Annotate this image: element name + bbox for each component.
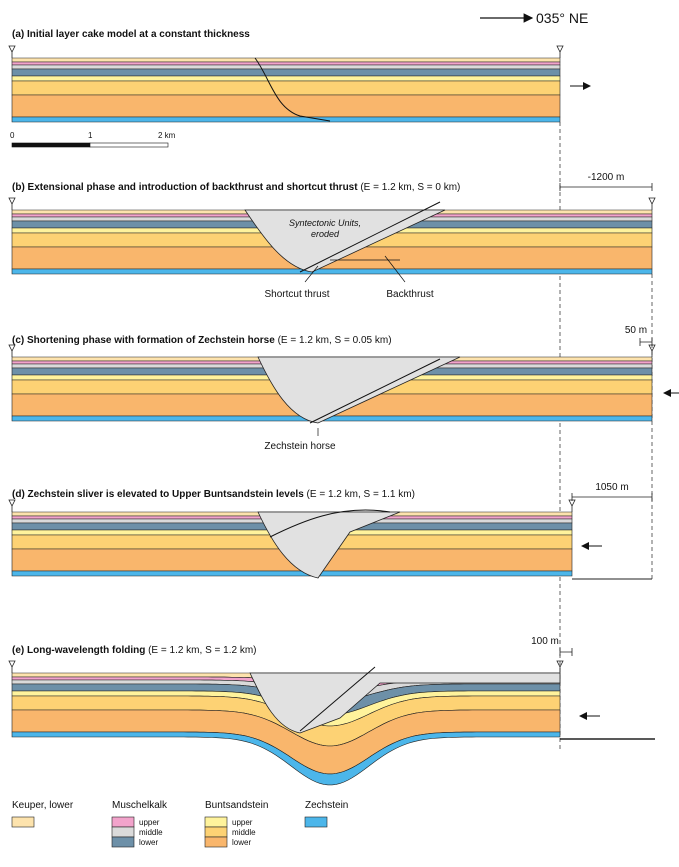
offset-bracket [572, 493, 652, 501]
legend-item: lower [139, 838, 158, 847]
legend-item: upper [139, 818, 160, 827]
legend-swatch [112, 817, 134, 827]
layer [12, 69, 560, 76]
legend-title: Muschelkalk [112, 800, 168, 811]
legend-title: Buntsandstein [205, 800, 268, 811]
annotation: Syntectonic Units, [289, 218, 361, 228]
well-marker [569, 500, 575, 512]
layer [12, 65, 560, 69]
legend-swatch [205, 837, 227, 847]
offset-bracket [560, 183, 652, 191]
legend-item: lower [232, 838, 251, 847]
well-marker [9, 345, 15, 357]
well-marker [557, 46, 563, 58]
panel-title-text: (e) Long-wavelength folding [12, 645, 145, 656]
scale-label: 0 [10, 131, 15, 140]
layer [12, 95, 560, 117]
legend-item: upper [232, 818, 253, 827]
scale-label: 1 [88, 131, 93, 140]
well-marker [9, 661, 15, 673]
annotation: Shortcut thrust [264, 289, 329, 300]
legend-swatch [205, 817, 227, 827]
well-marker [9, 46, 15, 58]
panel-params: (E = 1.2 km, S = 1.1 km) [304, 489, 415, 500]
panel-params: (E = 1.2 km, S = 1.2 km) [145, 645, 256, 656]
offset-bracket [560, 648, 572, 656]
panel-title-text: (b) Extensional phase and introduction o… [12, 182, 358, 193]
legend-swatch [112, 837, 134, 847]
layer [12, 269, 652, 274]
panel-params: (E = 1.2 km, S = 0 km) [358, 182, 461, 193]
panel-title-text: (c) Shortening phase with formation of Z… [12, 335, 275, 346]
panel-title: (b) Extensional phase and introduction o… [12, 182, 460, 193]
legend-title: Keuper, lower [12, 800, 74, 811]
offset-label: 1050 m [595, 482, 628, 493]
offset-label: 50 m [625, 325, 647, 336]
scale-bar [12, 143, 90, 147]
panel-title: (d) Zechstein sliver is elevated to Uppe… [12, 489, 415, 500]
panel-title-text: (a) Initial layer cake model at a consta… [12, 29, 250, 40]
legend-item: middle [232, 828, 256, 837]
scale-label: 2 km [158, 131, 176, 140]
offset-label: 100 m [531, 636, 559, 647]
annotation: Zechstein horse [264, 441, 336, 452]
legend-swatch [12, 817, 34, 827]
layer [12, 62, 560, 65]
offset-label: -1200 m [588, 172, 625, 183]
figure: 035° NE 0 1 2 km (a) Initial layer cake … [0, 0, 679, 867]
panel-title: (a) Initial layer cake model at a consta… [12, 29, 250, 40]
layer [12, 117, 560, 122]
annotation: Backthrust [386, 289, 433, 300]
layer [12, 81, 560, 95]
legend-swatch [305, 817, 327, 827]
panel-title: (c) Shortening phase with formation of Z… [12, 335, 392, 346]
legend-swatch [112, 827, 134, 837]
layer [12, 58, 560, 62]
legend-swatch [205, 827, 227, 837]
well-marker [9, 500, 15, 512]
well-marker [649, 198, 655, 210]
direction-label: 035° NE [536, 10, 588, 26]
legend-title: Zechstein [305, 800, 348, 811]
legend-item: middle [139, 828, 163, 837]
panel-title: (e) Long-wavelength folding (E = 1.2 km,… [12, 645, 256, 656]
layer [12, 76, 560, 81]
scale-bar [90, 143, 168, 147]
layer [12, 571, 572, 576]
well-marker [9, 198, 15, 210]
annotation: eroded [311, 229, 340, 239]
panel-params: (E = 1.2 km, S = 0.05 km) [275, 335, 392, 346]
panel-title-text: (d) Zechstein sliver is elevated to Uppe… [12, 489, 304, 500]
